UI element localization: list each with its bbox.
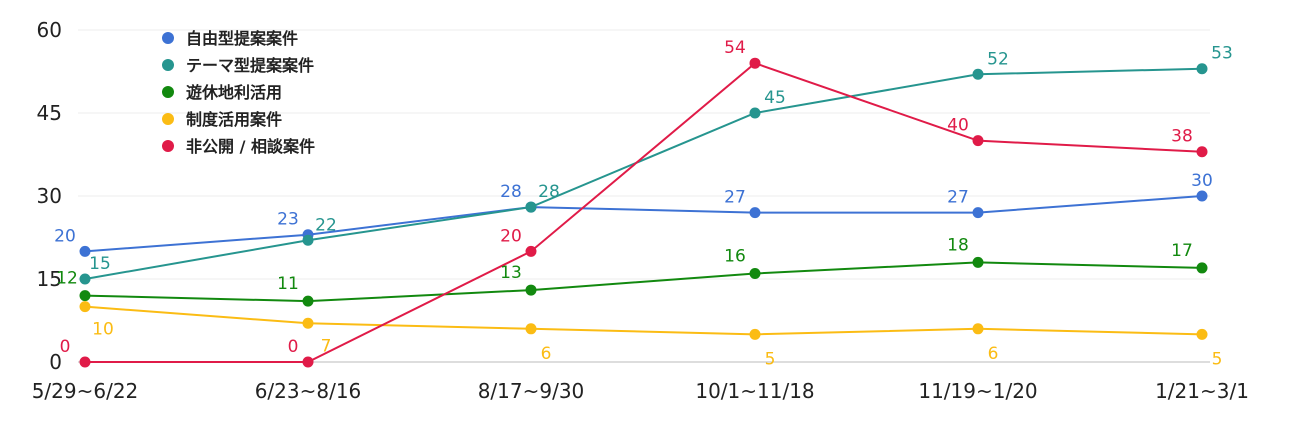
data-label: 15 <box>89 254 111 274</box>
legend-label: 非公開 / 相談案件 <box>186 137 315 156</box>
data-label: 54 <box>724 38 746 58</box>
data-point <box>525 284 537 296</box>
series-line <box>84 261 1203 303</box>
data-label: 17 <box>1171 241 1193 261</box>
data-label: 0 <box>60 337 71 357</box>
legend-marker <box>162 113 174 125</box>
data-point <box>79 245 91 257</box>
data-point <box>972 256 984 268</box>
data-label: 6 <box>988 344 999 364</box>
legend-marker <box>162 32 174 44</box>
data-labels: 20 23 28 27 27 30 15 22 28 45 52 53 12 11 13 16 18 17 10 7 6… <box>54 38 1233 369</box>
data-label: 13 <box>500 263 522 283</box>
series-group <box>79 57 1208 368</box>
data-point <box>79 301 91 313</box>
data-label: 12 <box>56 269 78 289</box>
data-label: 30 <box>1191 171 1213 191</box>
data-label: 28 <box>500 182 522 202</box>
data-label: 11 <box>277 274 299 294</box>
series-line <box>84 305 1203 336</box>
data-point <box>1196 63 1208 75</box>
data-point <box>749 57 761 69</box>
data-point <box>302 234 314 246</box>
data-point <box>749 267 761 279</box>
legend-label: テーマ型提案案件 <box>186 56 314 75</box>
data-point <box>302 317 314 329</box>
data-label: 52 <box>987 49 1009 69</box>
data-label: 53 <box>1211 44 1233 64</box>
x-tick-label: 5/29~6/22 <box>32 379 139 403</box>
x-tick-label: 11/19~1/20 <box>918 379 1037 403</box>
series-line <box>85 62 1203 363</box>
data-point <box>1196 328 1208 340</box>
data-label: 40 <box>947 116 969 136</box>
x-tick-label: 1/21~3/1 <box>1155 379 1249 403</box>
data-label: 20 <box>500 226 522 246</box>
x-axis: 5/29~6/22 6/23~8/16 8/17~9/30 10/1~11/18 11/… <box>32 379 1249 403</box>
y-tick-label: 0 <box>49 350 62 374</box>
legend-label: 遊休地利活用 <box>186 83 282 102</box>
y-tick-label: 30 <box>37 184 62 208</box>
data-label: 5 <box>765 349 776 369</box>
data-label: 27 <box>724 188 746 208</box>
series-line <box>84 67 1203 280</box>
legend-label: 自由型提案案件 <box>186 29 298 48</box>
data-label: 28 <box>538 182 560 202</box>
data-label: 27 <box>947 188 969 208</box>
data-point <box>525 323 537 335</box>
data-label: 38 <box>1171 127 1193 147</box>
y-tick-label: 60 <box>37 18 62 42</box>
legend-label: 制度活用案件 <box>186 110 282 129</box>
grid-lines <box>78 29 1210 363</box>
data-point <box>749 107 761 119</box>
data-point <box>749 207 761 219</box>
data-point <box>79 356 91 368</box>
legend-marker <box>162 86 174 98</box>
data-point <box>1196 262 1208 274</box>
data-point <box>525 201 537 213</box>
legend-marker <box>162 140 174 152</box>
data-point <box>972 323 984 335</box>
data-label: 0 <box>288 337 299 357</box>
data-label: 18 <box>947 235 969 255</box>
data-point <box>972 207 984 219</box>
data-point <box>525 245 537 257</box>
data-label: 6 <box>541 344 552 364</box>
data-point <box>79 273 91 285</box>
series-line <box>84 195 1203 253</box>
y-tick-label: 15 <box>37 267 62 291</box>
y-tick-label: 45 <box>37 101 62 125</box>
data-label: 7 <box>321 336 332 356</box>
data-point <box>302 356 314 368</box>
data-label: 10 <box>92 320 114 340</box>
y-axis: 0 15 30 45 60 <box>37 18 62 374</box>
data-label: 5 <box>1212 349 1223 369</box>
data-label: 45 <box>764 88 786 108</box>
data-label: 22 <box>315 215 337 235</box>
x-tick-label: 8/17~9/30 <box>478 379 585 403</box>
data-point <box>1196 146 1208 158</box>
data-point <box>1196 190 1208 202</box>
data-point <box>972 68 984 80</box>
data-point <box>749 328 761 340</box>
data-label: 23 <box>277 210 299 230</box>
data-point <box>302 295 314 307</box>
data-label: 20 <box>54 226 76 246</box>
data-point <box>972 135 984 147</box>
legend-marker <box>162 59 174 71</box>
data-point <box>79 290 91 302</box>
data-label: 16 <box>724 246 746 266</box>
x-tick-label: 10/1~11/18 <box>695 379 814 403</box>
x-tick-label: 6/23~8/16 <box>255 379 362 403</box>
